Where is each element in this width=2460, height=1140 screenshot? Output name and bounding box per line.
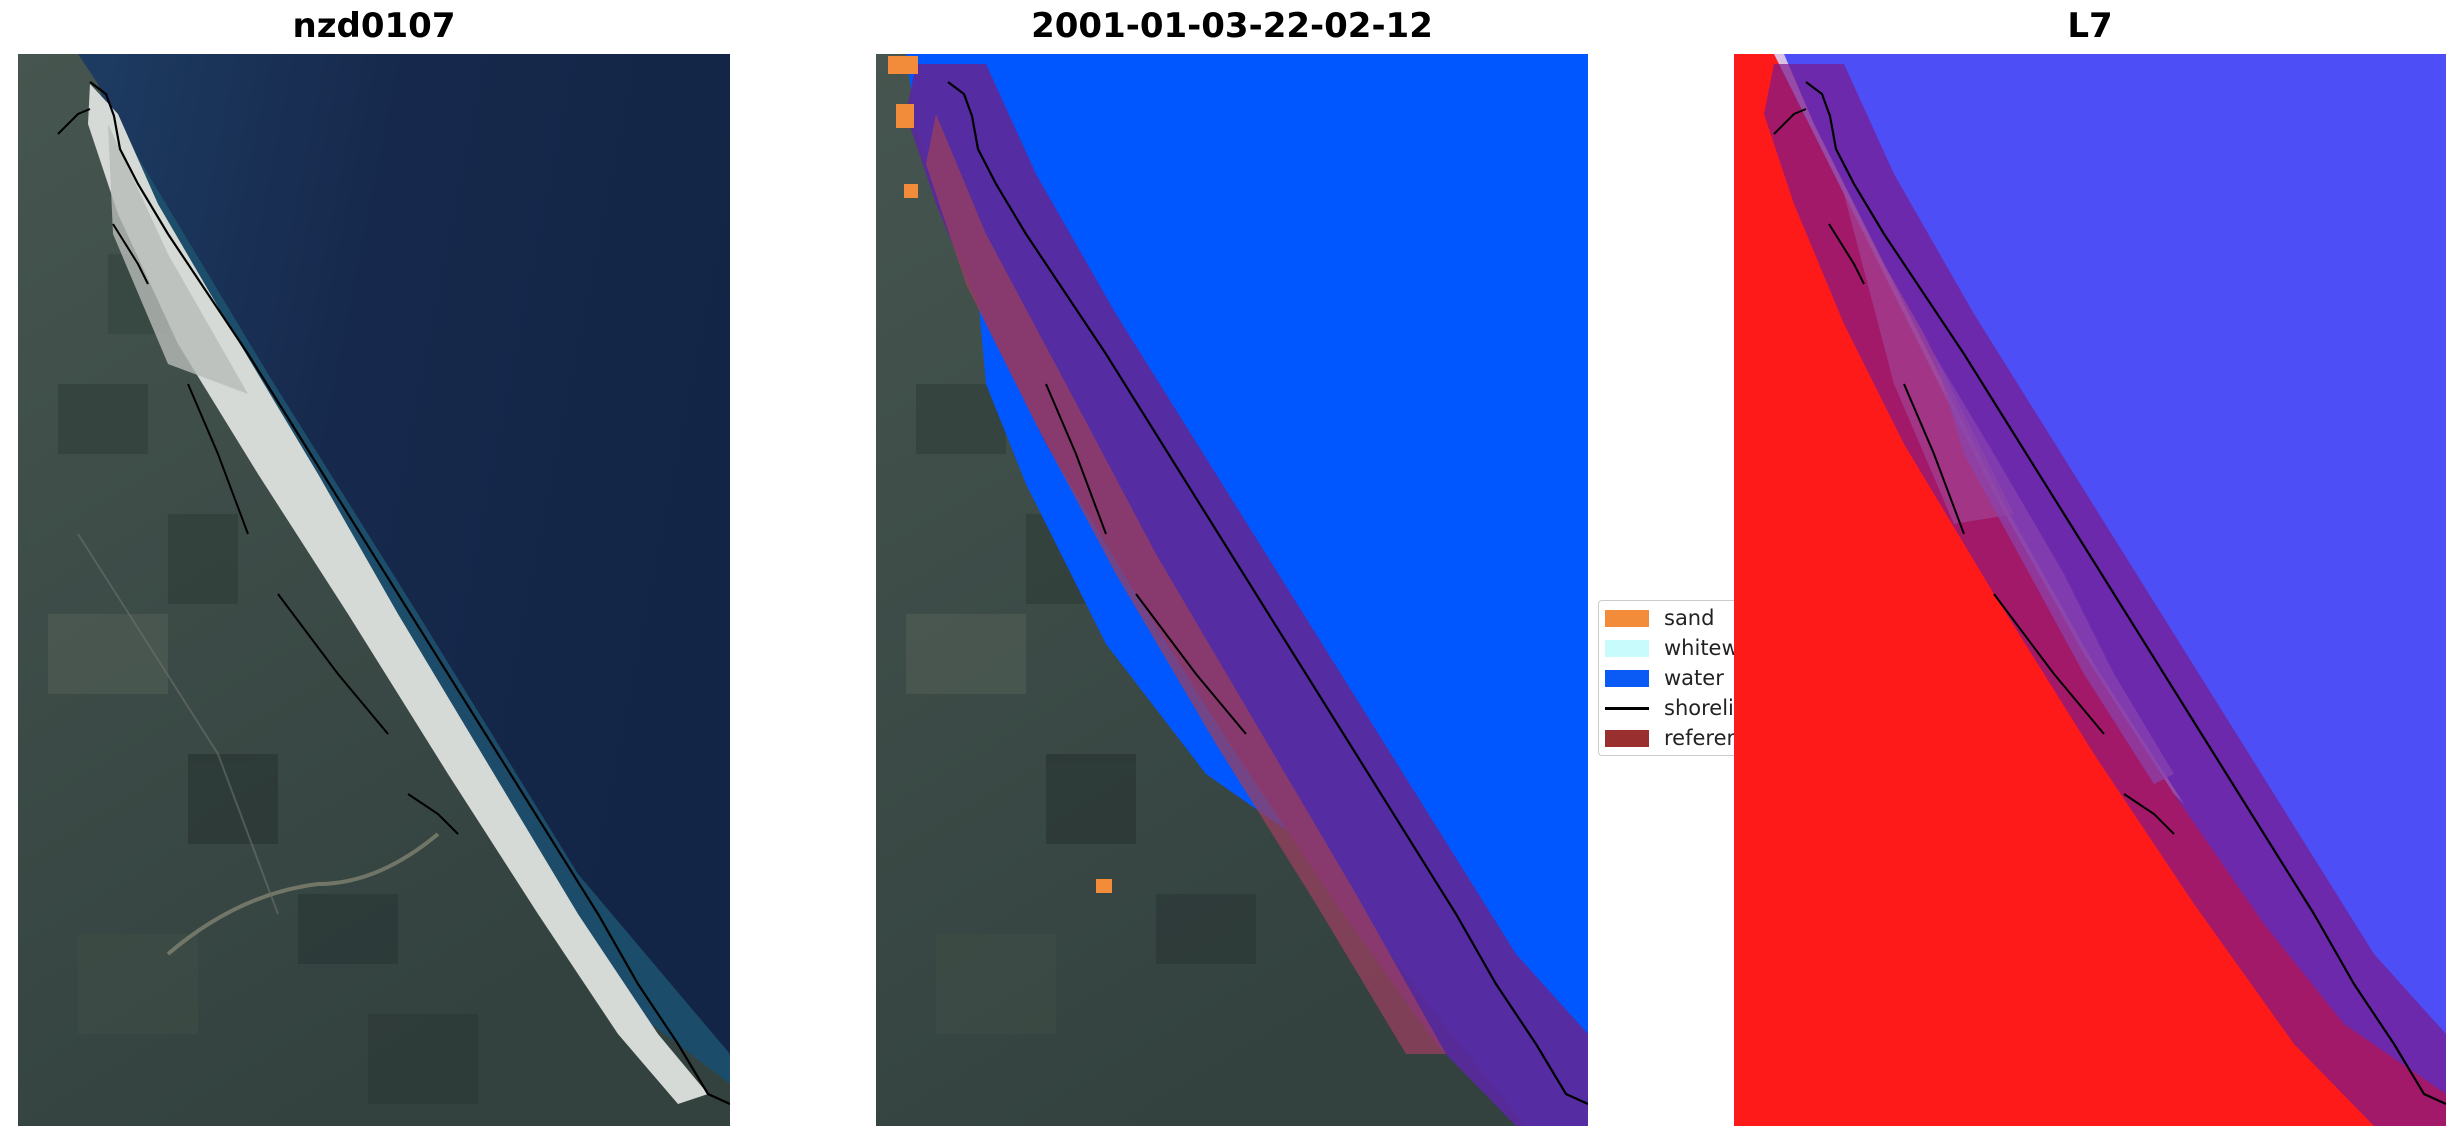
classified-image [876,54,1588,1126]
sand-swatch [1605,609,1649,627]
panel-title-date: 2001-01-03-22-02-12 [1031,6,1433,46]
rgb-image-panel [18,54,730,1126]
l7-index-image [1734,54,2446,1126]
shoreline-line [947,81,1588,1106]
whitewater-swatch [1605,639,1649,657]
buffer-swatch [1605,729,1649,747]
legend: sand whitewater water shoreline referenc… [1598,600,1738,756]
legend-item-buffer: reference shoreline buffer [1605,726,1738,750]
legend-item-shoreline: shoreline [1605,696,1738,720]
reference-buffer [906,64,1588,1126]
legend-item-sand: sand [1605,606,1714,630]
legend-label-water: water [1664,666,1724,690]
shoreline-swatch [1605,706,1649,710]
classified-image-panel [876,54,1588,1126]
panel-title-l7: L7 [2067,6,2113,46]
legend-label-sand: sand [1664,606,1715,630]
l7-index-panel [1734,54,2446,1126]
sand-patch [888,56,918,74]
legend-item-water: water [1605,666,1724,690]
land-index-area [1734,54,2446,1126]
panel-title-nzd0107: nzd0107 [292,6,456,46]
rgb-satellite-image [18,54,730,1126]
legend-label-whitewater: whitewater [1664,636,1738,660]
legend-item-whitewater: whitewater [1605,636,1738,660]
beach-strip [88,84,708,1104]
reference-buffer [1764,64,2446,1126]
legend-label-shoreline: shoreline [1664,696,1738,720]
shoreline-line [1805,81,2446,1106]
shoreline-line [89,81,730,1106]
water-swatch [1605,669,1649,687]
legend-label-buffer: reference shoreline buffer [1664,726,1738,750]
